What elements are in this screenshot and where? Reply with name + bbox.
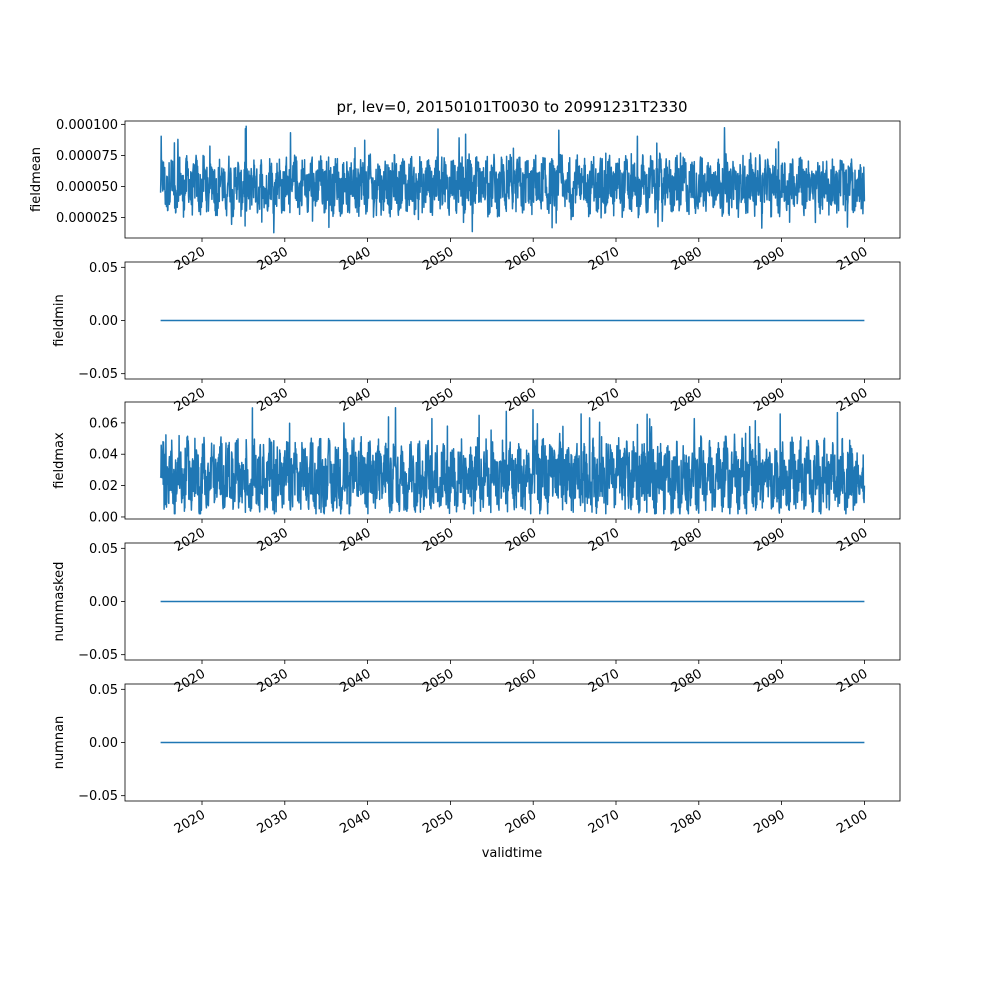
y-tick-label-fieldmax-2: 0.04 — [89, 448, 118, 463]
y-axis-label-nummasked: nummasked — [52, 562, 67, 642]
y-tick-label-fieldmin-0: −0.05 — [78, 367, 118, 382]
series-line-fieldmean — [159, 125, 866, 234]
y-tick-label-fieldmean-2: 0.000075 — [56, 149, 118, 164]
y-tick-label-nummasked-2: 0.05 — [89, 542, 118, 557]
axes-frame-fieldmean — [124, 120, 901, 239]
y-tick-label-fieldmin-1: 0.00 — [89, 314, 118, 329]
y-tick-label-numnan-0: −0.05 — [78, 789, 118, 804]
y-axis-label-fieldmax: fieldmax — [52, 432, 67, 489]
y-axis-label-numnan: numnan — [52, 716, 67, 770]
x-axis-label: validtime — [482, 846, 543, 861]
y-tick-label-numnan-2: 0.05 — [89, 683, 118, 698]
y-tick-label-fieldmax-1: 0.02 — [89, 479, 118, 494]
y-tick-label-fieldmin-2: 0.05 — [89, 261, 118, 276]
y-tick-label-fieldmax-0: 0.00 — [89, 510, 118, 525]
y-axis-label-fieldmin: fieldmin — [52, 294, 67, 347]
chart-title: pr, lev=0, 20150101T0030 to 20991231T233… — [336, 98, 687, 116]
y-tick-label-numnan-1: 0.00 — [89, 736, 118, 751]
y-axis-label-fieldmean: fieldmean — [29, 147, 44, 212]
y-tick-label-fieldmean-1: 0.000050 — [56, 180, 118, 195]
y-tick-label-fieldmean-0: 0.000025 — [56, 211, 118, 226]
axes-frame-fieldmax — [124, 401, 901, 520]
y-tick-label-nummasked-1: 0.00 — [89, 595, 118, 610]
y-tick-label-fieldmean-3: 0.000100 — [56, 118, 118, 133]
y-tick-label-nummasked-0: −0.05 — [78, 648, 118, 663]
y-tick-label-fieldmax-3: 0.06 — [89, 416, 118, 431]
series-line-fieldmax — [159, 407, 866, 515]
